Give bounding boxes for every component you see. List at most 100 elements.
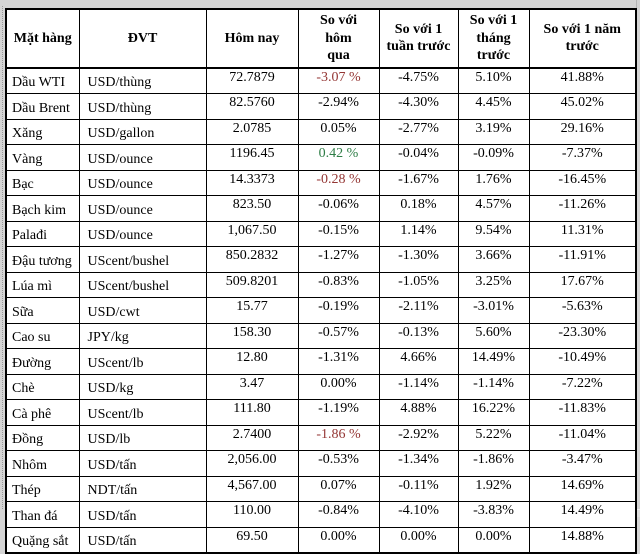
cell-vs-month: -1.14%: [457, 373, 530, 400]
cell-vs-month: -3.01%: [457, 297, 530, 324]
cell-vs-year: -3.47%: [528, 450, 637, 477]
cell-unit: UScent/bushel: [78, 246, 207, 273]
cell-vs-month: 3.19%: [457, 118, 530, 145]
cell-vs-year: 14.69%: [528, 475, 637, 502]
cell-vs-year: -11.26%: [528, 195, 637, 222]
cell-today-price: 2.7400: [205, 424, 299, 451]
cell-unit: USD/ounce: [78, 220, 207, 247]
table-row: Than đá USD/tấn 110.00 -0.84% -4.10% -3.83% 14…: [5, 501, 637, 528]
cell-commodity-name: Đậu tương: [5, 246, 80, 273]
cell-vs-month: 9.54%: [457, 220, 530, 247]
cell-unit: USD/thùng: [78, 93, 207, 120]
cell-today-price: 4,567.00: [205, 475, 299, 502]
cell-commodity-name: Đồng: [5, 424, 80, 451]
cell-today-price: 158.30: [205, 322, 299, 349]
cell-vs-year: 11.31%: [528, 220, 637, 247]
cell-vs-yesterday: -2.94%: [297, 93, 380, 120]
column-header-unit: ĐVT: [78, 8, 207, 69]
table-row: Quặng sắt USD/tấn 69.50 0.00% 0.00% 0.00% 14.8…: [5, 526, 637, 554]
cell-commodity-name: Dầu Brent: [5, 93, 80, 120]
cell-vs-month: 3.66%: [457, 246, 530, 273]
table-row: Cao su JPY/kg 158.30 -0.57% -0.13% 5.60% -23.3…: [5, 322, 637, 349]
cell-vs-month: 16.22%: [457, 399, 530, 426]
cell-vs-month: -0.09%: [457, 144, 530, 171]
cell-vs-year: -10.49%: [528, 348, 637, 375]
cell-commodity-name: Thép: [5, 475, 80, 502]
cell-vs-week: -2.77%: [378, 118, 459, 145]
cell-commodity-name: Đường: [5, 348, 80, 375]
table-row: Đậu tương UScent/bushel 850.2832 -1.27% -1.3…: [5, 246, 637, 273]
table-row: Dầu Brent USD/thùng 82.5760 -2.94% -4.30% 4.4…: [5, 93, 637, 120]
cell-vs-week: -1.30%: [378, 246, 459, 273]
cell-today-price: 1196.45: [205, 144, 299, 171]
cell-vs-month: 14.49%: [457, 348, 530, 375]
table-row: Dầu WTI USD/thùng 72.7879 -3.07 % -4.75% 5.10…: [5, 67, 637, 94]
cell-vs-week: -4.75%: [378, 67, 459, 94]
cell-unit: USD/lb: [78, 424, 207, 451]
column-header-vs-month: So với 1 tháng trước: [457, 8, 530, 69]
cell-vs-year: -16.45%: [528, 169, 637, 196]
column-header-vs-yesterday: So với hôm qua: [297, 8, 380, 69]
cell-vs-year: 29.16%: [528, 118, 637, 145]
cell-vs-year: -11.04%: [528, 424, 637, 451]
cell-today-price: 850.2832: [205, 246, 299, 273]
cell-unit: USD/tấn: [78, 450, 207, 477]
cell-vs-week: 0.18%: [378, 195, 459, 222]
cell-vs-yesterday: 0.00%: [297, 526, 380, 554]
cell-vs-week: -2.92%: [378, 424, 459, 451]
cell-today-price: 69.50: [205, 526, 299, 554]
table-row: Đồng USD/lb 2.7400 -1.86 % -2.92% 5.22% -11.04…: [5, 424, 637, 451]
cell-unit: USD/ounce: [78, 169, 207, 196]
table-header-row: Mặt hàng ĐVT Hôm nay So với hôm qua So v…: [5, 8, 637, 69]
cell-vs-year: 45.02%: [528, 93, 637, 120]
cell-commodity-name: Cà phê: [5, 399, 80, 426]
cell-vs-yesterday: -0.06%: [297, 195, 380, 222]
cell-commodity-name: Bạch kim: [5, 195, 80, 222]
table-row: Nhôm USD/tấn 2,056.00 -0.53% -1.34% -1.86% -3.…: [5, 450, 637, 477]
cell-unit: USD/gallon: [78, 118, 207, 145]
cell-vs-week: 4.88%: [378, 399, 459, 426]
cell-vs-week: 4.66%: [378, 348, 459, 375]
cell-vs-yesterday: -3.07 %: [297, 67, 380, 94]
column-header-vs-week: So với 1 tuần trước: [378, 8, 459, 69]
cell-vs-year: 41.88%: [528, 67, 637, 94]
cell-vs-week: -1.14%: [378, 373, 459, 400]
cell-vs-month: 4.57%: [457, 195, 530, 222]
cell-vs-week: -0.13%: [378, 322, 459, 349]
table-row: Cà phê UScent/lb 111.80 -1.19% 4.88% 16.22% -1…: [5, 399, 637, 426]
cell-unit: USD/kg: [78, 373, 207, 400]
cell-today-price: 2,056.00: [205, 450, 299, 477]
cell-commodity-name: Palađi: [5, 220, 80, 247]
cell-commodity-name: Lúa mì: [5, 271, 80, 298]
cell-vs-month: 3.25%: [457, 271, 530, 298]
cell-vs-week: -1.05%: [378, 271, 459, 298]
cell-vs-year: 17.67%: [528, 271, 637, 298]
cell-vs-week: -4.30%: [378, 93, 459, 120]
cell-vs-yesterday: 0.07%: [297, 475, 380, 502]
cell-vs-yesterday: -0.15%: [297, 220, 380, 247]
cell-unit: UScent/bushel: [78, 271, 207, 298]
cell-vs-year: 14.49%: [528, 501, 637, 528]
cell-vs-yesterday: 0.42 %: [297, 144, 380, 171]
cell-vs-month: 0.00%: [457, 526, 530, 554]
cell-vs-week: -0.11%: [378, 475, 459, 502]
table-row: Lúa mì UScent/bushel 509.8201 -0.83% -1.05% 3…: [5, 271, 637, 298]
cell-vs-month: 5.22%: [457, 424, 530, 451]
cell-vs-week: -2.11%: [378, 297, 459, 324]
cell-vs-yesterday: -0.28 %: [297, 169, 380, 196]
cell-vs-yesterday: -0.53%: [297, 450, 380, 477]
cell-today-price: 3.47: [205, 373, 299, 400]
cell-commodity-name: Nhôm: [5, 450, 80, 477]
cell-vs-year: -7.37%: [528, 144, 637, 171]
cell-unit: USD/tấn: [78, 501, 207, 528]
cell-today-price: 509.8201: [205, 271, 299, 298]
table-row: Thép NDT/tấn 4,567.00 0.07% -0.11% 1.92% 14.69…: [5, 475, 637, 502]
cell-unit: JPY/kg: [78, 322, 207, 349]
table-row: Xăng USD/gallon 2.0785 0.05% -2.77% 3.19% 29.1…: [5, 118, 637, 145]
cell-vs-month: 5.60%: [457, 322, 530, 349]
cell-unit: USD/ounce: [78, 144, 207, 171]
cell-vs-yesterday: -0.19%: [297, 297, 380, 324]
cell-vs-week: -1.67%: [378, 169, 459, 196]
cell-vs-year: -7.22%: [528, 373, 637, 400]
